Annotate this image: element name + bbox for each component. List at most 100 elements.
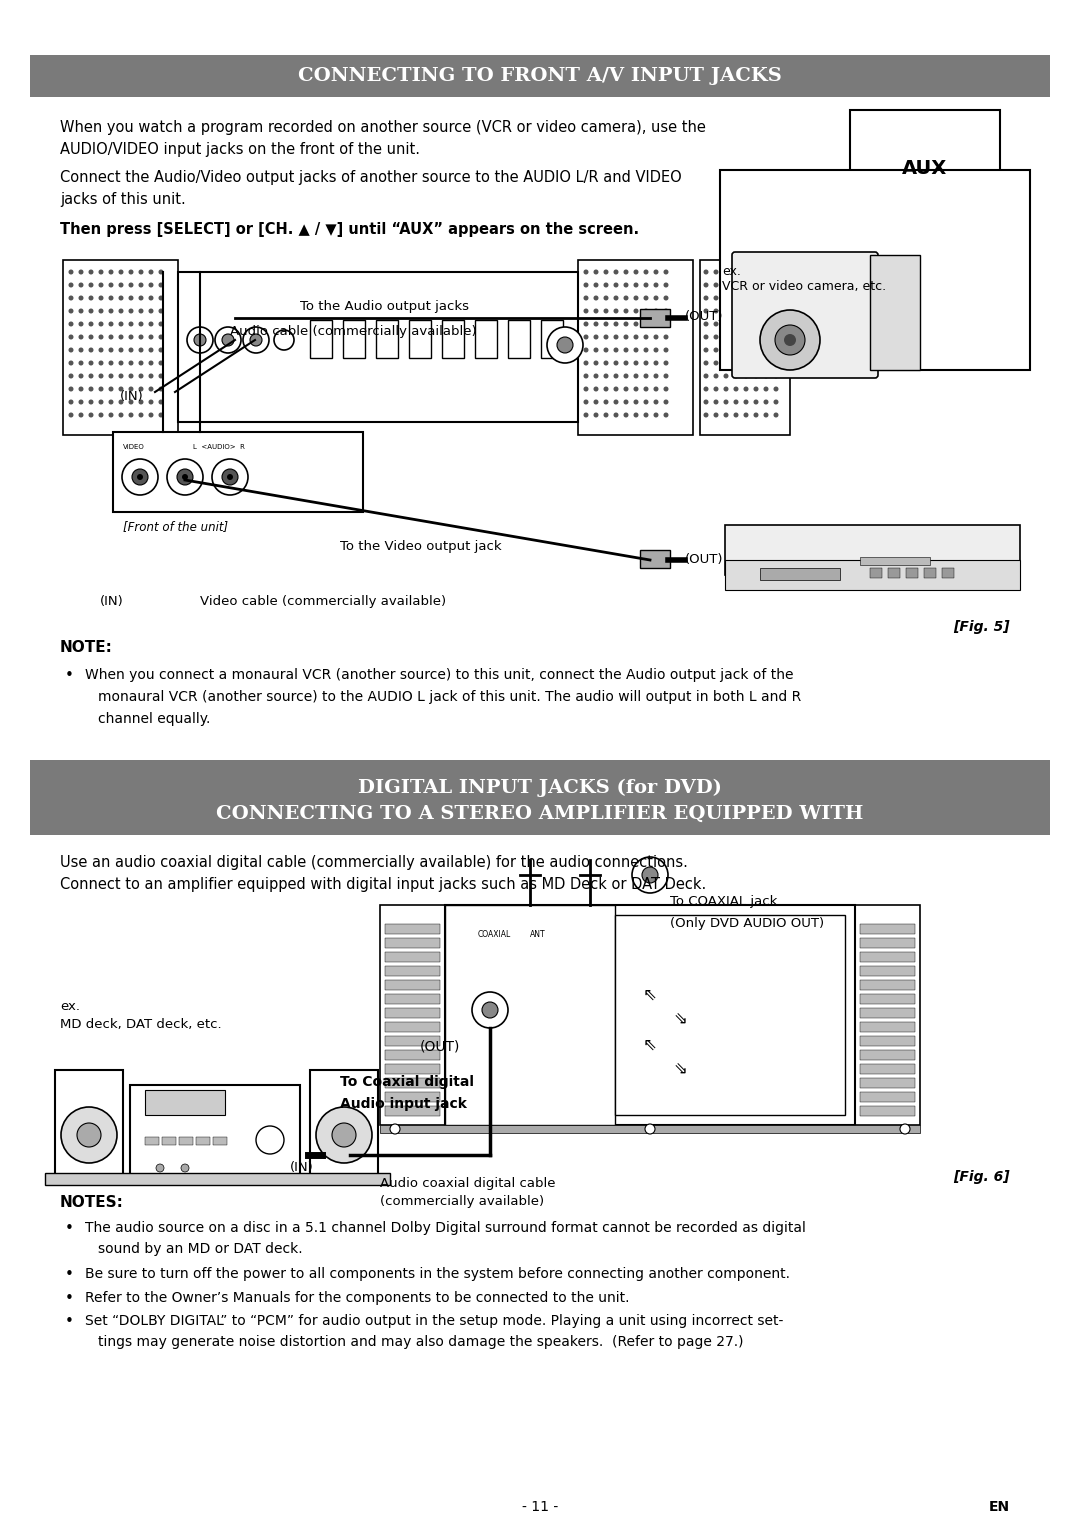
Circle shape [69,400,72,404]
Bar [162,1137,176,1144]
Circle shape [119,336,123,339]
Text: sound by an MD or DAT deck.: sound by an MD or DAT deck. [98,1242,302,1256]
Circle shape [642,867,658,884]
Text: - 11 -: - 11 - [522,1500,558,1514]
Text: L  <AUDIO>  R: L <AUDIO> R [193,444,245,450]
Circle shape [664,322,667,325]
Text: (commercially available): (commercially available) [380,1195,544,1209]
Circle shape [119,284,123,287]
Circle shape [99,310,103,313]
Circle shape [99,388,103,391]
Circle shape [734,270,738,273]
Bar [760,568,840,580]
Circle shape [60,1106,117,1163]
Circle shape [734,310,738,313]
Circle shape [119,322,123,325]
Circle shape [90,400,93,404]
Circle shape [654,336,658,339]
Circle shape [774,362,778,365]
Circle shape [704,336,707,339]
Circle shape [79,322,83,325]
Circle shape [79,374,83,378]
Text: Refer to the Owner’s Manuals for the components to be connected to the unit.: Refer to the Owner’s Manuals for the com… [85,1291,630,1305]
Text: To COAXIAL jack: To COAXIAL jack [670,896,778,908]
Circle shape [624,322,627,325]
Circle shape [69,414,72,417]
Circle shape [594,310,598,313]
Circle shape [644,400,648,404]
Circle shape [714,310,718,313]
Circle shape [69,322,72,325]
Circle shape [704,348,707,353]
Bar [870,568,882,578]
Circle shape [109,400,112,404]
Circle shape [654,388,658,391]
Circle shape [149,296,152,299]
Circle shape [644,362,648,365]
Bar [384,1077,440,1088]
Circle shape [69,362,72,365]
Circle shape [584,348,588,353]
Circle shape [654,374,658,378]
Circle shape [69,284,72,287]
Circle shape [744,400,747,404]
Circle shape [734,400,738,404]
Circle shape [139,270,143,273]
Circle shape [594,270,598,273]
Circle shape [159,414,163,417]
Circle shape [139,414,143,417]
Circle shape [765,310,768,313]
Bar [409,320,431,359]
Text: ⇘: ⇘ [673,1012,687,1029]
Circle shape [654,322,658,325]
Circle shape [774,296,778,299]
Circle shape [634,348,638,353]
Circle shape [594,348,598,353]
Circle shape [130,296,133,299]
Circle shape [654,400,658,404]
Circle shape [644,284,648,287]
Text: To the Video output jack: To the Video output jack [340,540,501,552]
Circle shape [714,336,718,339]
Bar [445,905,855,1125]
Bar [725,525,1020,575]
Circle shape [704,362,707,365]
Circle shape [734,374,738,378]
Circle shape [714,348,718,353]
Circle shape [90,414,93,417]
Circle shape [760,310,820,369]
Text: •: • [65,1267,73,1282]
Circle shape [634,414,638,417]
Bar [384,1093,440,1102]
Circle shape [704,284,707,287]
Circle shape [744,336,747,339]
Circle shape [754,296,758,299]
Circle shape [624,400,627,404]
Circle shape [744,388,747,391]
Circle shape [79,310,83,313]
Text: channel equally.: channel equally. [98,713,211,726]
Circle shape [725,374,728,378]
Circle shape [390,1125,400,1134]
Circle shape [159,284,163,287]
Circle shape [243,327,269,353]
Circle shape [159,296,163,299]
Circle shape [132,468,148,485]
Circle shape [774,284,778,287]
Circle shape [774,400,778,404]
Text: •: • [65,1291,73,1306]
Circle shape [704,374,707,378]
Text: (OUT): (OUT) [685,552,724,566]
Bar [860,1093,915,1102]
Circle shape [99,362,103,365]
Bar [55,1070,123,1175]
Bar [384,1064,440,1074]
Circle shape [79,296,83,299]
Circle shape [99,322,103,325]
Circle shape [654,362,658,365]
Bar [725,560,1020,591]
Circle shape [139,362,143,365]
Circle shape [79,348,83,353]
Circle shape [584,362,588,365]
Circle shape [765,362,768,365]
